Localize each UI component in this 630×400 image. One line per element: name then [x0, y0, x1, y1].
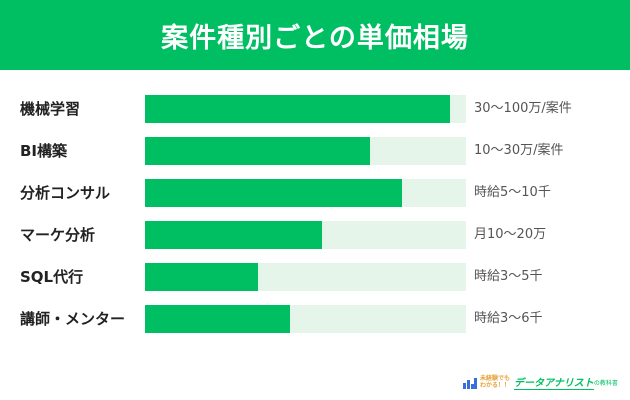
bar-label: SQL代行	[20, 268, 84, 286]
bar-fill	[145, 179, 402, 207]
bar-value: 10〜30万/案件	[474, 143, 564, 158]
bar-label: マーケ分析	[20, 226, 96, 244]
bar-track	[145, 263, 466, 291]
bar-label: 講師・メンター	[20, 310, 126, 328]
logo-suffix: の教科書	[593, 379, 618, 387]
bar-track	[145, 305, 466, 333]
bar-value: 時給5〜10千	[474, 185, 551, 200]
bar-row: 分析コンサル 時給5〜10千	[0, 179, 630, 207]
bar-value: 時給3〜5千	[474, 269, 543, 284]
bar-row: 機械学習 30〜100万/案件	[0, 95, 630, 123]
bar-track	[145, 221, 466, 249]
bar-fill	[145, 95, 450, 123]
bar-row: 講師・メンター 時給3〜6千	[0, 305, 630, 333]
bar-fill	[145, 305, 290, 333]
bar-fill	[145, 263, 258, 291]
bar-row: SQL代行 時給3〜5千	[0, 263, 630, 291]
chart-logo-icon	[463, 375, 477, 389]
bar-fill	[145, 221, 322, 249]
bar-value: 月10〜20万	[474, 227, 547, 242]
bar-label: 分析コンサル	[20, 184, 111, 202]
bar-value: 30〜100万/案件	[474, 101, 572, 116]
logo-tagline: 未経験でも わかる！！	[480, 375, 511, 389]
bar-label: BI構築	[20, 142, 68, 160]
bar-value: 時給3〜6千	[474, 311, 543, 326]
brand-logo: 未経験でも わかる！！ データアナリスト の教科書	[463, 372, 623, 392]
bar-row: BI構築 10〜30万/案件	[0, 137, 630, 165]
bar-track	[145, 137, 466, 165]
bar-label: 機械学習	[20, 100, 81, 118]
bar-track	[145, 95, 466, 123]
bar-fill	[145, 137, 370, 165]
title-banner: 案件種別ごとの単価相場	[0, 0, 630, 70]
bar-track	[145, 179, 466, 207]
logo-main-text: データアナリスト	[514, 374, 594, 390]
chart-title: 案件種別ごとの単価相場	[161, 22, 469, 54]
bar-row: マーケ分析 月10〜20万	[0, 221, 630, 249]
